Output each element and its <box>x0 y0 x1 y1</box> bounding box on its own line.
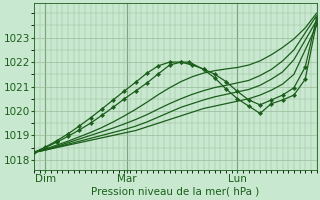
X-axis label: Pression niveau de la mer( hPa ): Pression niveau de la mer( hPa ) <box>91 187 260 197</box>
